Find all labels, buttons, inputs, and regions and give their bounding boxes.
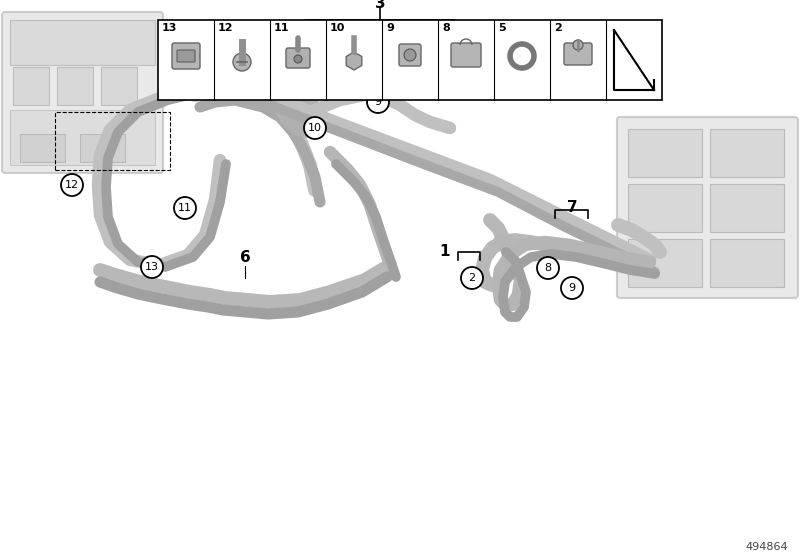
Text: 7: 7 bbox=[566, 199, 578, 214]
Circle shape bbox=[174, 197, 196, 219]
Circle shape bbox=[573, 40, 583, 50]
Text: 10: 10 bbox=[330, 23, 346, 33]
Text: 11: 11 bbox=[178, 203, 192, 213]
Bar bbox=[13, 67, 49, 105]
FancyBboxPatch shape bbox=[2, 12, 163, 173]
Text: 2: 2 bbox=[469, 273, 475, 283]
Text: 5: 5 bbox=[265, 49, 271, 59]
Polygon shape bbox=[346, 52, 362, 70]
Circle shape bbox=[561, 277, 583, 299]
FancyBboxPatch shape bbox=[564, 43, 592, 65]
Bar bbox=[158, 20, 662, 100]
Text: 494864: 494864 bbox=[746, 542, 788, 552]
Circle shape bbox=[61, 174, 83, 196]
Text: 5: 5 bbox=[498, 23, 506, 33]
Bar bbox=[10, 20, 155, 65]
FancyBboxPatch shape bbox=[399, 44, 421, 66]
Text: 13: 13 bbox=[145, 262, 159, 272]
Circle shape bbox=[537, 257, 559, 279]
Text: 4: 4 bbox=[194, 76, 206, 91]
Bar bbox=[710, 239, 784, 287]
Bar bbox=[20, 134, 65, 162]
Bar bbox=[10, 110, 155, 165]
Bar bbox=[710, 129, 784, 177]
Text: 12: 12 bbox=[65, 180, 79, 190]
Text: 9: 9 bbox=[374, 97, 382, 107]
Bar bbox=[628, 239, 702, 287]
Text: 9: 9 bbox=[386, 23, 394, 33]
Circle shape bbox=[141, 256, 163, 278]
Circle shape bbox=[257, 43, 279, 65]
Bar bbox=[101, 67, 137, 105]
Bar bbox=[55, 112, 170, 170]
Text: 3: 3 bbox=[374, 0, 386, 12]
Text: 10: 10 bbox=[308, 123, 322, 133]
Circle shape bbox=[233, 53, 251, 71]
Circle shape bbox=[235, 73, 257, 95]
FancyBboxPatch shape bbox=[177, 50, 195, 62]
Bar bbox=[57, 67, 93, 105]
Text: 5: 5 bbox=[242, 79, 250, 89]
Circle shape bbox=[367, 91, 389, 113]
Text: 1: 1 bbox=[440, 245, 450, 259]
Text: 2: 2 bbox=[554, 23, 562, 33]
Text: 12: 12 bbox=[218, 23, 234, 33]
Text: 8: 8 bbox=[442, 23, 450, 33]
Text: 13: 13 bbox=[162, 23, 178, 33]
Text: 6: 6 bbox=[240, 250, 250, 265]
Bar bbox=[710, 184, 784, 232]
Bar bbox=[80, 134, 125, 162]
Text: 8: 8 bbox=[545, 263, 551, 273]
Text: 11: 11 bbox=[274, 23, 290, 33]
Bar bbox=[628, 129, 702, 177]
FancyBboxPatch shape bbox=[172, 43, 200, 69]
Bar bbox=[628, 184, 702, 232]
Circle shape bbox=[461, 267, 483, 289]
FancyBboxPatch shape bbox=[617, 117, 798, 298]
FancyBboxPatch shape bbox=[451, 43, 481, 67]
Text: 9: 9 bbox=[569, 283, 575, 293]
Circle shape bbox=[294, 55, 302, 63]
Circle shape bbox=[404, 49, 416, 61]
FancyBboxPatch shape bbox=[286, 48, 310, 68]
Circle shape bbox=[304, 117, 326, 139]
